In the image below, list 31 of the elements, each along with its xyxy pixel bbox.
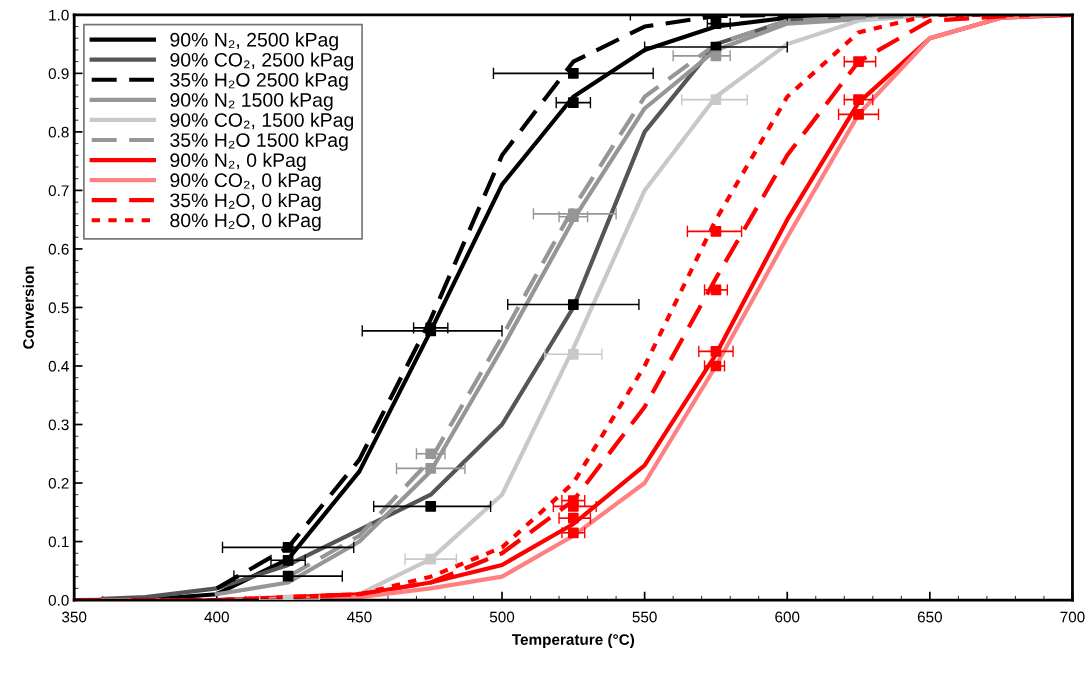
x-tick-label: 600: [775, 611, 800, 623]
y-tick-label: 0.4: [48, 360, 69, 372]
x-tick-label: 350: [62, 611, 87, 623]
x-tick-label: 500: [489, 611, 515, 623]
legend-label: 90% N₂, 0 kPag: [170, 152, 306, 171]
y-tick-label: 0.3: [48, 419, 69, 431]
y-tick-label: 0.1: [48, 536, 69, 548]
x-tick-label: 400: [204, 611, 229, 623]
x-tick-label: 650: [917, 611, 942, 623]
x-tick-label: 700: [1060, 611, 1085, 623]
legend-label: 90% CO₂, 2500 kPag: [170, 52, 354, 71]
y-tick-label: 1.0: [49, 9, 69, 21]
x-tick-label: 450: [347, 611, 372, 623]
y-tick-label: 0.7: [48, 185, 69, 197]
y-tick-label: 0.6: [48, 243, 69, 255]
y-tick-label: 0.9: [48, 68, 69, 80]
y-tick-label: 0.8: [48, 126, 69, 138]
legend-label: 90% CO₂, 1500 kPag: [170, 112, 354, 131]
legend-label: 80% H₂O, 0 kPag: [170, 212, 321, 232]
x-axis-title: Temperature (°C): [512, 633, 635, 648]
legend-label: 35% H₂O 1500 kPag: [170, 132, 348, 151]
legend-label: 90% CO₂, 0 kPag: [170, 172, 321, 191]
legend-label: 90% N₂ 1500 kPag: [170, 92, 333, 111]
legend-label: 90% N₂, 2500 kPag: [170, 32, 338, 51]
legend-label: 35% H₂O 2500 kPag: [170, 72, 348, 91]
y-axis-title: Conversion: [22, 266, 34, 349]
legend-label: 35% H₂O, 0 kPag: [170, 192, 321, 212]
x-tick-label: 550: [632, 611, 657, 623]
y-tick-label: 0.2: [48, 477, 69, 489]
y-tick-label: 0.0: [48, 594, 69, 606]
y-tick-label: 0.5: [48, 302, 69, 314]
